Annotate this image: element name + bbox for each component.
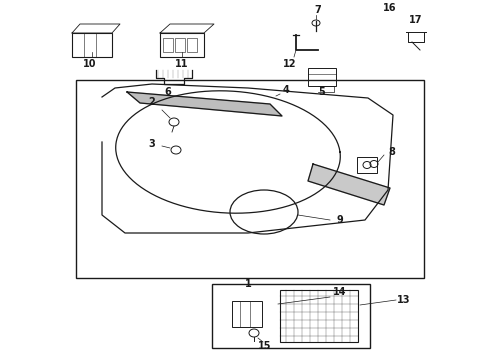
Bar (357, 157, 377, 173)
Text: 14: 14 (333, 287, 347, 297)
Text: 8: 8 (389, 147, 395, 157)
Text: 9: 9 (337, 215, 343, 225)
Bar (76, 80, 424, 278)
Text: 16: 16 (383, 3, 397, 13)
Text: 6: 6 (165, 87, 172, 97)
Text: 15: 15 (258, 341, 272, 351)
Bar (163, 38, 173, 52)
Text: 4: 4 (283, 85, 290, 95)
Polygon shape (308, 164, 390, 205)
Text: 17: 17 (409, 15, 423, 25)
Bar (308, 68, 336, 86)
Text: 7: 7 (315, 5, 321, 15)
Bar (212, 284, 370, 348)
Bar (232, 301, 262, 327)
Bar (160, 33, 204, 57)
Text: 10: 10 (83, 59, 97, 69)
Text: 2: 2 (148, 97, 155, 107)
Text: 12: 12 (283, 59, 297, 69)
Text: 1: 1 (245, 279, 251, 289)
Text: 11: 11 (175, 59, 189, 69)
Bar (187, 38, 197, 52)
Bar (280, 290, 358, 342)
Text: 13: 13 (397, 295, 411, 305)
Polygon shape (127, 92, 282, 116)
Text: 3: 3 (148, 139, 155, 149)
Bar (72, 33, 112, 57)
Text: 5: 5 (318, 87, 325, 97)
Bar (175, 38, 185, 52)
